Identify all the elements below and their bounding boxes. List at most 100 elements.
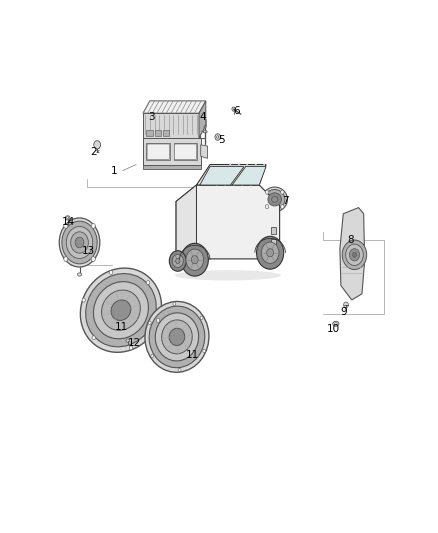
Ellipse shape bbox=[80, 268, 162, 352]
Circle shape bbox=[191, 256, 198, 264]
Text: 10: 10 bbox=[327, 324, 339, 334]
FancyBboxPatch shape bbox=[147, 144, 170, 159]
Circle shape bbox=[281, 190, 284, 194]
Circle shape bbox=[261, 242, 279, 263]
Text: 1: 1 bbox=[111, 166, 117, 176]
Circle shape bbox=[176, 259, 180, 263]
Ellipse shape bbox=[155, 313, 199, 361]
Circle shape bbox=[64, 256, 68, 262]
Text: 9: 9 bbox=[340, 307, 346, 317]
Polygon shape bbox=[257, 199, 262, 204]
Ellipse shape bbox=[86, 273, 156, 347]
Ellipse shape bbox=[59, 218, 100, 267]
Polygon shape bbox=[199, 101, 206, 138]
Polygon shape bbox=[146, 143, 170, 160]
Ellipse shape bbox=[145, 302, 209, 373]
Text: 6: 6 bbox=[233, 106, 240, 116]
Circle shape bbox=[94, 141, 101, 149]
Polygon shape bbox=[201, 145, 208, 158]
Text: 5: 5 bbox=[218, 135, 224, 145]
Circle shape bbox=[151, 354, 154, 358]
Ellipse shape bbox=[66, 227, 93, 259]
Circle shape bbox=[91, 223, 95, 228]
Polygon shape bbox=[232, 166, 266, 185]
Ellipse shape bbox=[169, 328, 185, 345]
Circle shape bbox=[178, 368, 181, 372]
Ellipse shape bbox=[204, 126, 206, 128]
Ellipse shape bbox=[232, 107, 235, 111]
Circle shape bbox=[82, 298, 85, 302]
Circle shape bbox=[186, 249, 204, 270]
Bar bbox=[155, 130, 161, 136]
Ellipse shape bbox=[262, 187, 287, 212]
Circle shape bbox=[64, 223, 68, 228]
Circle shape bbox=[91, 256, 95, 262]
Circle shape bbox=[170, 251, 186, 271]
Circle shape bbox=[148, 321, 151, 325]
Ellipse shape bbox=[353, 252, 357, 257]
Circle shape bbox=[267, 248, 273, 257]
Polygon shape bbox=[197, 165, 266, 185]
Circle shape bbox=[257, 236, 284, 269]
Circle shape bbox=[203, 349, 205, 353]
Circle shape bbox=[281, 205, 284, 209]
Ellipse shape bbox=[272, 197, 278, 202]
FancyBboxPatch shape bbox=[174, 144, 197, 159]
Ellipse shape bbox=[62, 221, 97, 264]
Ellipse shape bbox=[265, 190, 285, 209]
Ellipse shape bbox=[75, 237, 84, 248]
Polygon shape bbox=[173, 143, 197, 160]
Polygon shape bbox=[176, 185, 197, 259]
Circle shape bbox=[181, 243, 208, 276]
Ellipse shape bbox=[126, 339, 130, 342]
Text: 13: 13 bbox=[82, 246, 95, 256]
Polygon shape bbox=[143, 138, 201, 165]
Circle shape bbox=[156, 318, 160, 322]
Circle shape bbox=[265, 205, 269, 209]
Ellipse shape bbox=[111, 300, 131, 320]
Ellipse shape bbox=[268, 193, 282, 206]
Ellipse shape bbox=[175, 270, 281, 280]
Ellipse shape bbox=[342, 240, 367, 270]
Text: 7: 7 bbox=[282, 197, 289, 206]
Circle shape bbox=[147, 281, 150, 285]
Ellipse shape bbox=[335, 322, 337, 325]
Circle shape bbox=[344, 302, 348, 308]
Ellipse shape bbox=[203, 131, 207, 133]
Ellipse shape bbox=[67, 217, 69, 219]
Text: 12: 12 bbox=[128, 338, 141, 348]
Ellipse shape bbox=[71, 232, 88, 253]
Text: 11: 11 bbox=[114, 321, 127, 332]
Circle shape bbox=[110, 271, 113, 274]
Circle shape bbox=[92, 336, 95, 340]
Bar bbox=[271, 227, 276, 235]
Polygon shape bbox=[340, 207, 365, 300]
Text: 3: 3 bbox=[148, 112, 155, 122]
Text: 4: 4 bbox=[199, 112, 206, 122]
Polygon shape bbox=[143, 113, 199, 138]
Ellipse shape bbox=[162, 320, 192, 354]
Text: 11: 11 bbox=[186, 350, 199, 360]
Ellipse shape bbox=[78, 273, 81, 276]
Circle shape bbox=[265, 190, 269, 194]
Circle shape bbox=[215, 134, 220, 140]
Ellipse shape bbox=[350, 248, 360, 261]
Ellipse shape bbox=[102, 290, 140, 330]
Bar bbox=[146, 130, 152, 136]
Circle shape bbox=[217, 136, 219, 138]
Ellipse shape bbox=[149, 306, 205, 368]
Ellipse shape bbox=[346, 244, 363, 265]
Polygon shape bbox=[176, 185, 279, 259]
Ellipse shape bbox=[93, 281, 148, 339]
Circle shape bbox=[200, 316, 203, 319]
Ellipse shape bbox=[333, 321, 339, 326]
Polygon shape bbox=[143, 165, 201, 169]
Circle shape bbox=[172, 254, 184, 268]
Ellipse shape bbox=[65, 216, 70, 220]
Text: 2: 2 bbox=[91, 147, 97, 157]
Polygon shape bbox=[143, 101, 206, 113]
Bar bbox=[271, 239, 276, 247]
Bar bbox=[163, 130, 170, 136]
Text: 8: 8 bbox=[347, 236, 353, 245]
Text: 14: 14 bbox=[62, 217, 75, 227]
